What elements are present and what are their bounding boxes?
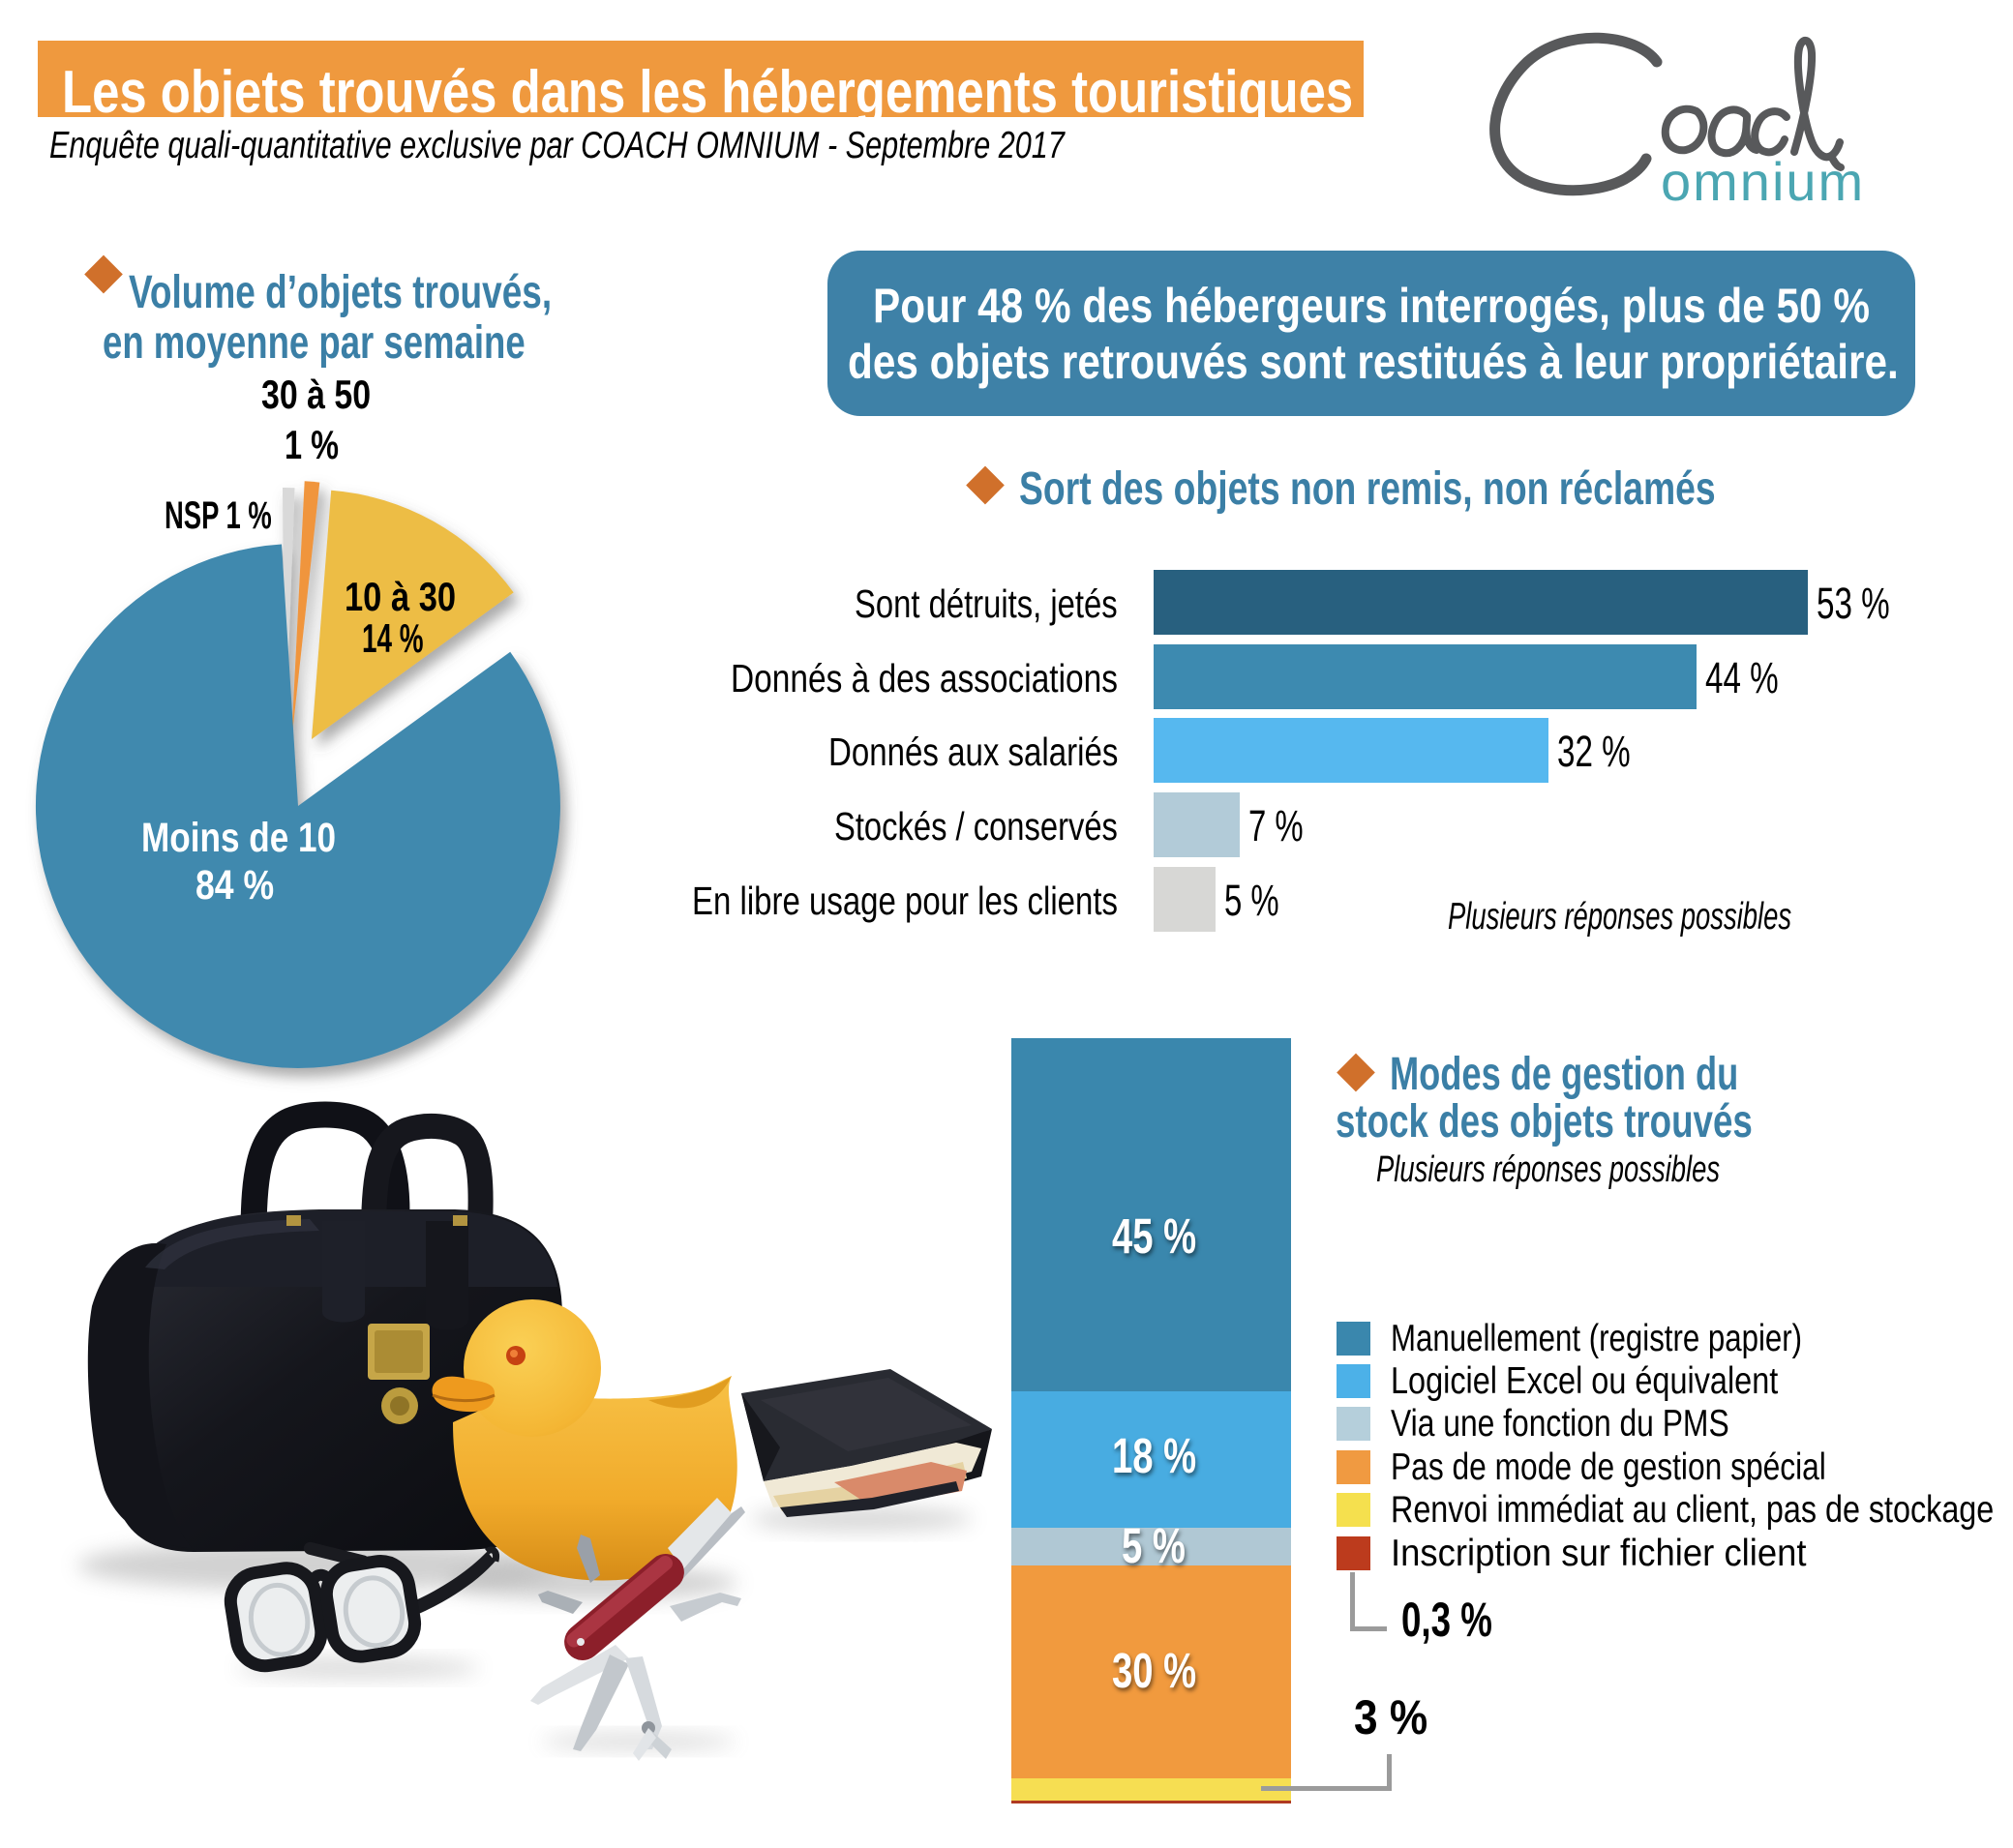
svg-text:omnium: omnium [1661,151,1865,212]
